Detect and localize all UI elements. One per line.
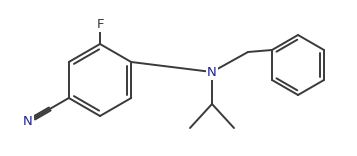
Text: N: N [23,115,33,128]
Text: F: F [96,17,104,31]
Text: N: N [207,66,217,78]
